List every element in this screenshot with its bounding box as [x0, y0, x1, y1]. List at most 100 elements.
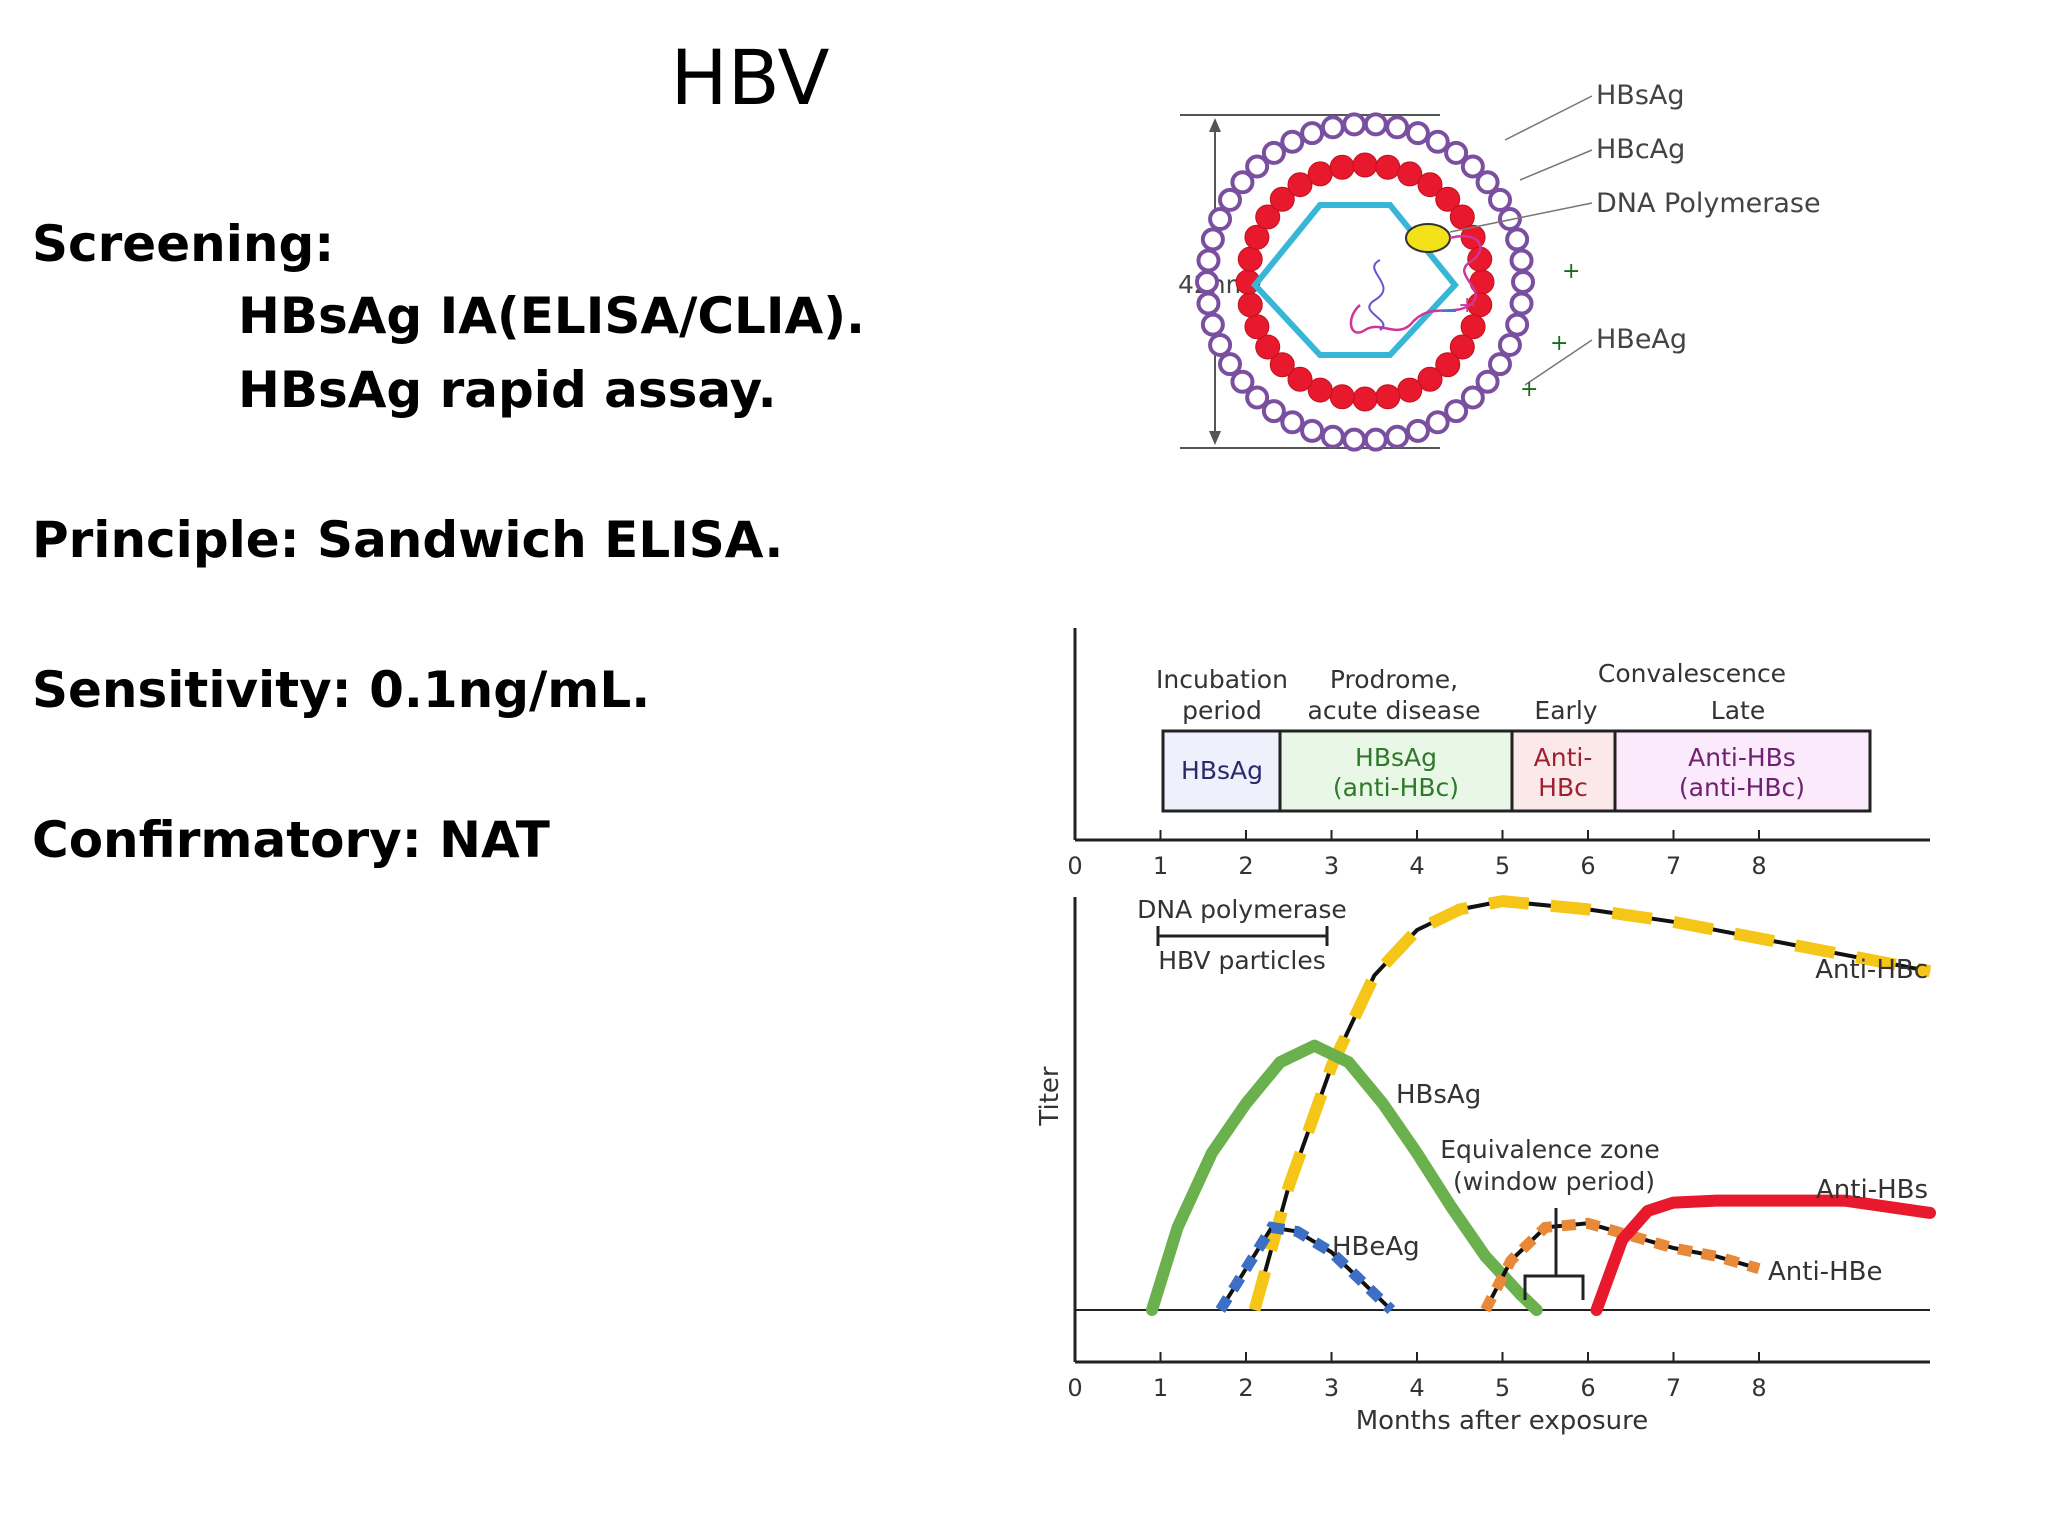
- envelope-bead: [1320, 424, 1345, 449]
- tick-label: 4: [1409, 852, 1424, 880]
- envelope-bead: [1509, 248, 1534, 273]
- core-bead: [1435, 352, 1461, 378]
- phase-box-late: [1613, 729, 1872, 813]
- core-beads: [1235, 152, 1495, 412]
- tick-label: 3: [1324, 1374, 1339, 1402]
- tick-label: 6: [1580, 1374, 1595, 1402]
- envelope-bead: [1475, 369, 1500, 394]
- envelope-bead: [1218, 187, 1243, 212]
- tick-label: 7: [1666, 1374, 1681, 1402]
- x-axis-label: Months after exposure: [1356, 1406, 1649, 1436]
- phase-box-label: HBsAg: [1355, 743, 1437, 772]
- dna-strand-inner: [1368, 259, 1385, 331]
- annotation-equivalence-zone: Equivalence zone: [1440, 1135, 1659, 1164]
- tick-label: 7: [1666, 852, 1681, 880]
- phase-box-early: [1510, 729, 1617, 813]
- serology-chart: 0 1 2 3 4 5 6 7 8 Months after exposure Titer DN…: [1035, 895, 1936, 1436]
- phase-axis-ticks: 0 1 2 3 4 5 6 7 8: [1067, 830, 1767, 880]
- phase-header-convalescence: Convalescence: [1598, 659, 1786, 688]
- tick-label: 8: [1751, 1374, 1766, 1402]
- envelope-bead: [1320, 115, 1345, 140]
- tick-label: 2: [1238, 852, 1253, 880]
- envelope-bead: [1280, 129, 1305, 154]
- tick-label: 4: [1409, 1374, 1424, 1402]
- envelope-bead: [1405, 121, 1430, 146]
- hbeag-marker: +: [1520, 377, 1538, 402]
- phase-header-incubation: Incubation: [1156, 665, 1288, 694]
- core-bead: [1460, 314, 1486, 340]
- envelope-bead: [1460, 154, 1485, 179]
- tick-label: 1: [1153, 852, 1168, 880]
- envelope-bead: [1208, 332, 1233, 357]
- envelope-bead: [1300, 418, 1325, 443]
- core-bead: [1375, 154, 1401, 180]
- core-bead: [1237, 246, 1263, 272]
- envelope-bead: [1200, 227, 1225, 252]
- series-layer: [1146, 895, 1936, 1316]
- envelope-bead: [1444, 140, 1469, 165]
- tick-label: 5: [1495, 1374, 1510, 1402]
- envelope-beads: [1195, 112, 1535, 452]
- envelope-bead: [1511, 270, 1535, 294]
- annotation-bracket: [1156, 926, 1329, 946]
- series-label-hbeag: HBeAg: [1332, 1232, 1420, 1262]
- phase-box-label: Anti-HBs: [1688, 743, 1796, 772]
- envelope-bead: [1245, 154, 1270, 179]
- phase-box-label: Anti-: [1534, 743, 1593, 772]
- phase-box-label: (anti-HBc): [1333, 773, 1459, 802]
- envelope-bead: [1475, 170, 1500, 195]
- label-hbcag: HBcAg: [1596, 134, 1685, 165]
- label-hbeag: HBeAg: [1596, 324, 1687, 355]
- envelope-bead: [1245, 385, 1270, 410]
- screening-item: HBsAg rapid assay.: [238, 361, 777, 419]
- core-bead: [1255, 334, 1281, 360]
- phase-header-incubation: period: [1182, 696, 1262, 725]
- series-hbsag-line: [1146, 1039, 1543, 1316]
- phase-box-incubation: [1161, 729, 1282, 813]
- envelope-bead: [1230, 170, 1255, 195]
- phase-box-label: HBsAg: [1181, 756, 1263, 785]
- envelope-bead: [1280, 410, 1305, 435]
- core-bead: [1307, 377, 1333, 403]
- core-bead: [1397, 377, 1423, 403]
- tick-label: 2: [1238, 1374, 1253, 1402]
- core-bead: [1255, 204, 1281, 230]
- window-period-bracket: [1523, 1208, 1585, 1300]
- phase-header-prodrome: acute disease: [1308, 696, 1481, 725]
- envelope-bead: [1261, 399, 1286, 424]
- core-bead: [1435, 186, 1461, 212]
- core-bead: [1375, 384, 1401, 410]
- label-dna-polymerase: DNA Polymerase: [1596, 188, 1821, 219]
- polymerase-icon: [1405, 223, 1451, 253]
- envelope-bead: [1218, 352, 1243, 377]
- tick-label: 3: [1324, 852, 1339, 880]
- tick-label: 6: [1580, 852, 1595, 880]
- annotation-equivalence-zone: (window period): [1453, 1167, 1655, 1196]
- envelope-bead: [1200, 312, 1225, 337]
- sensitivity-text: Sensitivity: 0.1ng/mL.: [32, 661, 651, 719]
- series-anti-hbs-line: [1590, 1194, 1936, 1316]
- core-bead: [1269, 186, 1295, 212]
- capsid-hexagon: [1251, 202, 1459, 358]
- screening-item: HBsAg IA(ELISA/CLIA).: [238, 287, 866, 345]
- core-bead: [1417, 366, 1443, 392]
- envelope-bead: [1444, 399, 1469, 424]
- leader-lines: [1449, 95, 1593, 386]
- annotation-dna-polymerase: DNA polymerase: [1137, 895, 1347, 924]
- core-bead: [1244, 224, 1270, 250]
- confirmatory-text: Confirmatory: NAT: [32, 811, 550, 869]
- envelope-bead: [1196, 248, 1221, 273]
- envelope-bead: [1363, 427, 1388, 452]
- phase-box-label: HBc: [1538, 773, 1588, 802]
- core-bead: [1287, 172, 1313, 198]
- phase-header-early: Early: [1534, 696, 1597, 725]
- tick-label: 5: [1495, 852, 1510, 880]
- core-bead: [1307, 161, 1333, 187]
- dna-strand: [1349, 235, 1482, 334]
- envelope-bead: [1300, 121, 1325, 146]
- core-bead: [1329, 154, 1355, 180]
- core-bead: [1449, 334, 1475, 360]
- envelope-bead: [1505, 312, 1530, 337]
- core-bead: [1417, 172, 1443, 198]
- screening-label: Screening:: [32, 215, 335, 273]
